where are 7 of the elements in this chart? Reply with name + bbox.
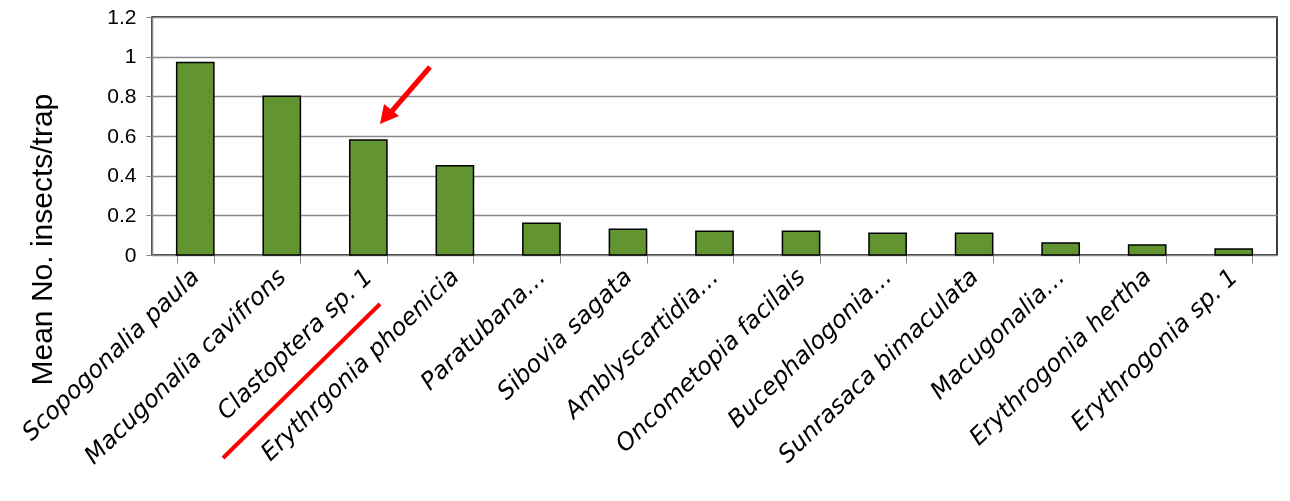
y-tick-label: 0 — [124, 242, 137, 266]
y-tick-label: 0.8 — [107, 83, 137, 107]
y-tick-label: 1 — [124, 44, 137, 68]
y-tick-label: 0.6 — [107, 123, 137, 147]
y-tick-label: 0.2 — [107, 202, 137, 226]
y-tick-label: 0.4 — [107, 163, 137, 187]
y-tick-label: 1.2 — [107, 4, 137, 28]
